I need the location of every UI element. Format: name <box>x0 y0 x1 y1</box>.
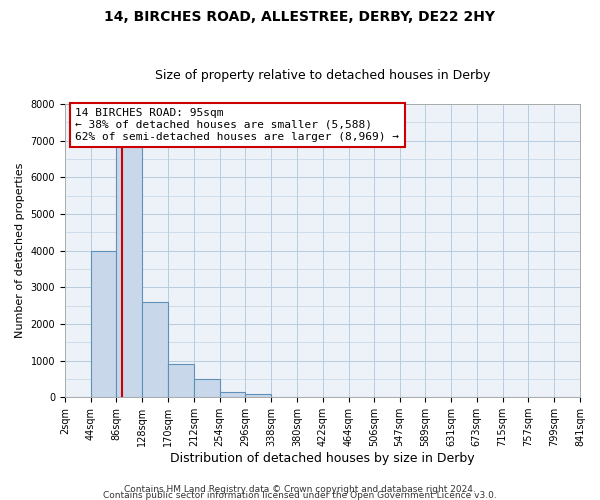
Bar <box>142 302 168 397</box>
Text: 14 BIRCHES ROAD: 95sqm
← 38% of detached houses are smaller (5,588)
62% of semi-: 14 BIRCHES ROAD: 95sqm ← 38% of detached… <box>75 108 399 142</box>
Bar <box>220 392 245 397</box>
Text: Contains HM Land Registry data © Crown copyright and database right 2024.: Contains HM Land Registry data © Crown c… <box>124 484 476 494</box>
Bar <box>91 250 116 397</box>
Bar <box>168 364 194 397</box>
Y-axis label: Number of detached properties: Number of detached properties <box>15 163 25 338</box>
Text: Contains public sector information licensed under the Open Government Licence v3: Contains public sector information licen… <box>103 490 497 500</box>
Bar <box>245 394 271 397</box>
Bar <box>116 115 142 397</box>
Text: 14, BIRCHES ROAD, ALLESTREE, DERBY, DE22 2HY: 14, BIRCHES ROAD, ALLESTREE, DERBY, DE22… <box>104 10 496 24</box>
X-axis label: Distribution of detached houses by size in Derby: Distribution of detached houses by size … <box>170 452 475 465</box>
Title: Size of property relative to detached houses in Derby: Size of property relative to detached ho… <box>155 69 490 82</box>
Bar <box>194 379 220 397</box>
